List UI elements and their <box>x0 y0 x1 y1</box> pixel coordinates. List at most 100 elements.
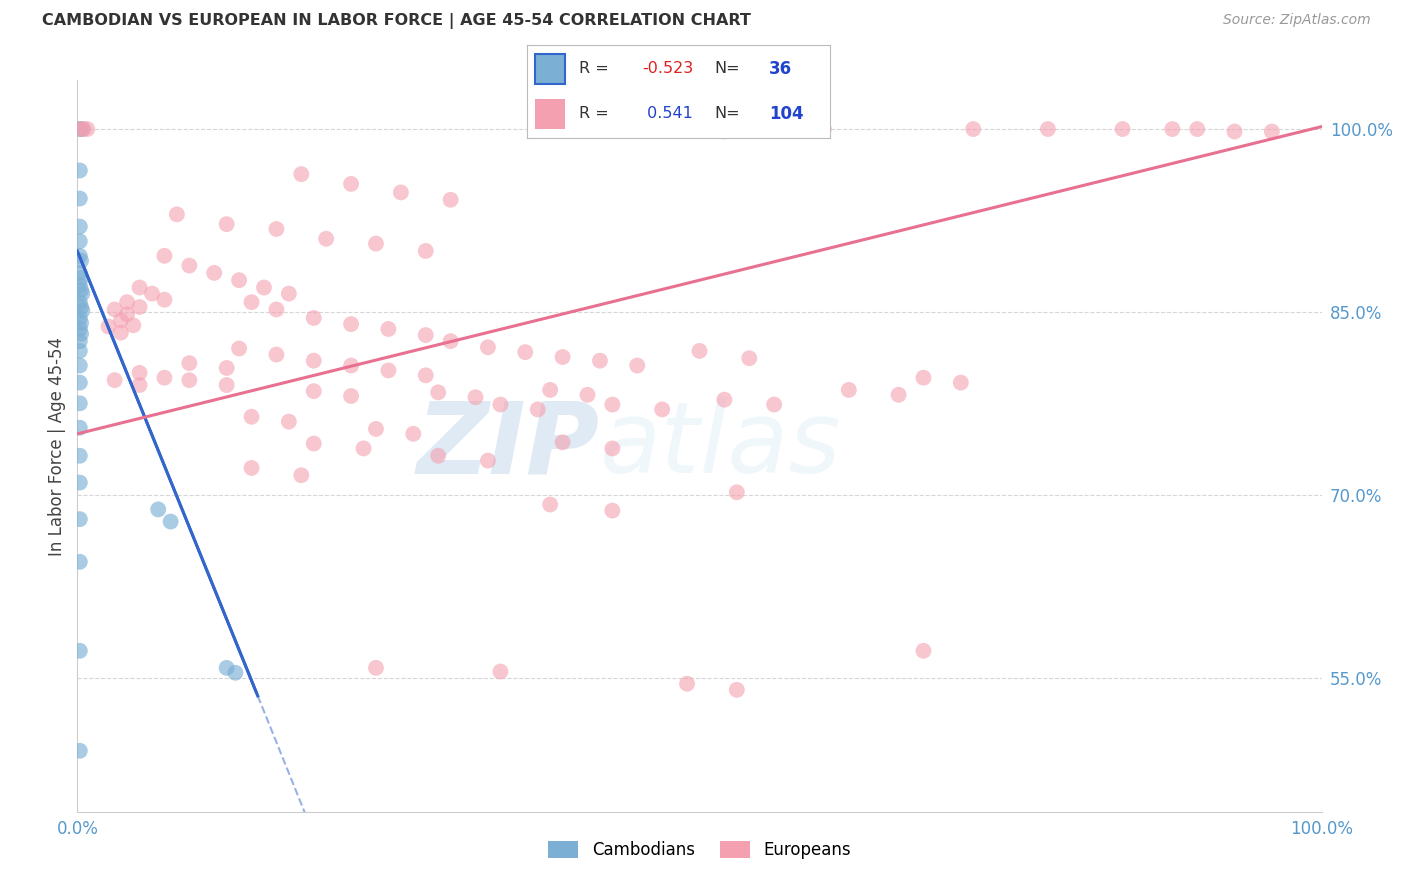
Point <box>69 322 91 336</box>
Point <box>141 286 163 301</box>
Point <box>302 436 325 450</box>
Point <box>551 350 574 364</box>
Point <box>69 192 91 206</box>
Point <box>489 665 512 679</box>
Point <box>725 485 748 500</box>
Point <box>69 555 91 569</box>
Point <box>240 295 263 310</box>
Point <box>290 468 312 483</box>
Point <box>962 122 984 136</box>
Point <box>115 307 138 321</box>
Point <box>128 300 150 314</box>
Point <box>763 398 786 412</box>
Point <box>97 319 120 334</box>
Point <box>266 348 288 362</box>
Point <box>228 342 250 356</box>
Point <box>148 502 170 516</box>
Point <box>689 343 711 358</box>
Point <box>415 368 437 383</box>
Bar <box>534 99 565 129</box>
Point <box>302 384 325 399</box>
Y-axis label: In Labor Force | Age 45-54: In Labor Force | Age 45-54 <box>48 336 66 556</box>
Point <box>253 280 276 294</box>
Point <box>277 415 299 429</box>
Text: ZIP: ZIP <box>418 398 600 494</box>
Point <box>215 217 238 231</box>
Point <box>179 259 201 273</box>
Point <box>122 318 145 333</box>
Point <box>477 340 499 354</box>
Point <box>489 398 512 412</box>
Text: 36: 36 <box>769 60 792 78</box>
Point <box>69 249 91 263</box>
Point <box>266 302 288 317</box>
Point <box>589 353 612 368</box>
Point <box>215 661 238 675</box>
Point <box>725 682 748 697</box>
Point <box>104 373 127 387</box>
Point <box>1111 122 1133 136</box>
Point <box>440 334 463 348</box>
Text: atlas: atlas <box>600 398 842 494</box>
Point <box>166 207 188 221</box>
Point <box>1161 122 1184 136</box>
Point <box>664 122 686 136</box>
Point <box>340 177 363 191</box>
Point <box>69 343 91 358</box>
Point <box>110 313 132 327</box>
Point <box>215 361 238 376</box>
Point <box>202 266 225 280</box>
Point <box>1261 124 1284 138</box>
Point <box>69 122 91 136</box>
Point <box>228 273 250 287</box>
Point <box>912 370 935 384</box>
Point <box>887 388 910 402</box>
Point <box>440 193 463 207</box>
Point <box>153 370 176 384</box>
Point <box>602 503 624 517</box>
Point <box>72 122 94 136</box>
Point <box>464 390 486 404</box>
Point <box>427 449 450 463</box>
Point <box>551 435 574 450</box>
Point <box>277 286 299 301</box>
Point <box>266 222 288 236</box>
Point <box>415 328 437 343</box>
Point <box>240 461 263 475</box>
Point <box>1187 122 1209 136</box>
Text: 0.541: 0.541 <box>643 106 693 121</box>
Point <box>69 644 91 658</box>
Text: 104: 104 <box>769 105 804 123</box>
Point <box>477 453 499 467</box>
Point <box>69 744 91 758</box>
Point <box>69 163 91 178</box>
Point <box>153 249 176 263</box>
Point <box>738 351 761 366</box>
Text: N=: N= <box>714 106 741 121</box>
Point <box>104 302 127 317</box>
Point <box>713 392 735 407</box>
Point <box>69 421 91 435</box>
Point <box>128 378 150 392</box>
Point <box>240 409 263 424</box>
Point <box>69 122 91 136</box>
Text: -0.523: -0.523 <box>643 62 693 77</box>
Point <box>72 286 94 301</box>
Point <box>115 295 138 310</box>
Point <box>526 402 548 417</box>
Point <box>377 363 399 377</box>
Point <box>70 253 93 268</box>
Point <box>353 442 375 456</box>
Point <box>602 442 624 456</box>
Point <box>179 373 201 387</box>
Point <box>69 376 91 390</box>
Point <box>576 388 599 402</box>
Point <box>69 449 91 463</box>
Point <box>1036 122 1059 136</box>
Text: Source: ZipAtlas.com: Source: ZipAtlas.com <box>1223 13 1371 28</box>
Point <box>340 359 363 373</box>
Point <box>70 270 93 285</box>
Point <box>302 311 325 326</box>
Point <box>179 356 201 370</box>
Point <box>76 122 98 136</box>
